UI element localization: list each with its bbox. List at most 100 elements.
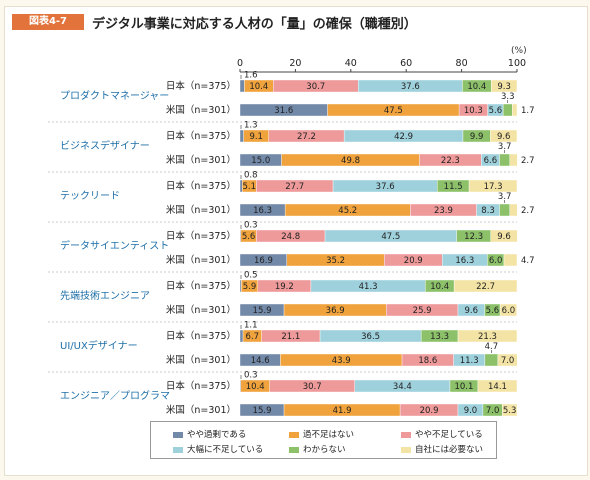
country-label: 米国（n=301） (166, 154, 236, 166)
data-label: 3.7 (498, 192, 512, 202)
bar-segment (490, 229, 518, 243)
data-label: 42.9 (394, 132, 413, 142)
data-label: 20.9 (404, 256, 423, 266)
data-label: 9.6 (465, 306, 479, 316)
data-label: 43.9 (332, 356, 351, 366)
data-label: 15.0 (251, 156, 270, 166)
country-label: 米国（n=301） (166, 204, 236, 216)
data-label: 25.9 (413, 306, 432, 316)
data-label: 27.2 (297, 132, 316, 142)
chart-title: デジタル事業に対応する人材の「量」の確保（職種別） (92, 17, 417, 32)
bar-segment (509, 203, 518, 217)
legend-swatch (401, 431, 411, 438)
data-label: 49.8 (341, 156, 360, 166)
data-label: 30.7 (306, 82, 325, 92)
data-label: 9.3 (497, 82, 511, 92)
data-label: 16.3 (253, 206, 272, 216)
data-label: 30.7 (303, 382, 322, 392)
figure-tag: 図表4-7 (12, 14, 84, 30)
data-label: 22.7 (476, 282, 495, 292)
data-label: 1.1 (244, 321, 258, 331)
x-tick-label: 20 (289, 58, 301, 69)
unit-label: (%) (511, 46, 527, 56)
bar-segment (499, 203, 510, 217)
data-label: 7.0 (486, 406, 500, 416)
data-label: 12.3 (464, 232, 483, 242)
data-label: 10.1 (454, 382, 473, 392)
bar-segment (499, 153, 510, 167)
data-label: 9.6 (497, 232, 511, 242)
data-label: 47.5 (381, 232, 400, 242)
data-label: 0.8 (244, 171, 258, 181)
data-label: 5.6 (489, 106, 503, 116)
data-label: 31.6 (274, 106, 293, 116)
bar-segment (239, 329, 244, 343)
data-label: 6.7 (246, 332, 260, 342)
country-label: 米国（n=301） (166, 104, 236, 116)
data-label: 16.9 (254, 256, 273, 266)
data-label: 15.9 (253, 406, 272, 416)
legend-swatch (401, 446, 411, 453)
data-label: 41.3 (359, 282, 378, 292)
data-label: 1.7 (521, 106, 535, 116)
category-label: UI/UXデザイナー (60, 339, 138, 352)
data-label: 9.6 (497, 132, 511, 142)
legend-item: やや過剰である (173, 428, 246, 440)
data-label: 3.3 (501, 92, 515, 102)
country-label: 米国（n=301） (166, 404, 236, 416)
data-label: 8.3 (481, 206, 495, 216)
data-label: 15.9 (253, 306, 272, 316)
legend: やや過剰である 過不足はない やや不足している 大幅に不足している わからない 自社には必… (150, 421, 497, 459)
legend-label: 過不足はない (303, 430, 355, 440)
legend-label: わからない (303, 445, 346, 455)
legend-swatch (289, 446, 299, 453)
bar-segment (502, 103, 513, 117)
bar-segment (512, 103, 518, 117)
data-label: 22.3 (441, 156, 460, 166)
data-label: 9.0 (464, 406, 478, 416)
data-label: 34.4 (393, 382, 412, 392)
bar-segment (503, 253, 518, 267)
data-label: 10.4 (430, 282, 449, 292)
bar-segment (239, 79, 245, 93)
data-label: 14.6 (251, 356, 270, 366)
data-label: 35.2 (326, 256, 345, 266)
country-label: 日本（n=375） (166, 230, 236, 242)
country-label: 日本（n=375） (166, 180, 236, 192)
bar-segment (239, 279, 242, 293)
legend-label: やや不足している (415, 430, 483, 440)
data-label: 45.2 (338, 206, 357, 216)
bar-segment (497, 353, 518, 367)
country-label: 米国（n=301） (166, 354, 236, 366)
data-label: 3.7 (498, 142, 512, 152)
data-label: 1.6 (244, 71, 258, 81)
data-label: 47.5 (384, 106, 403, 116)
data-label: 4.7 (485, 342, 499, 352)
country-label: 日本（n=375） (166, 330, 236, 342)
x-tick-label: 80 (456, 58, 468, 69)
data-label: 6.0 (502, 306, 516, 316)
data-label: 36.5 (361, 332, 380, 342)
legend-swatch (173, 446, 183, 453)
data-label: 9.9 (470, 132, 484, 142)
country-label: 日本（n=375） (166, 130, 236, 142)
data-label: 11.3 (460, 356, 479, 366)
data-label: 18.6 (418, 356, 437, 366)
data-label: 1.3 (244, 121, 258, 131)
country-label: 日本（n=375） (166, 80, 236, 92)
x-tick-label: 60 (400, 58, 412, 69)
data-label: 37.6 (401, 82, 420, 92)
country-label: 日本（n=375） (166, 280, 236, 292)
data-label: 41.9 (333, 406, 352, 416)
data-label: 2.7 (521, 156, 535, 166)
x-tick-label: 100 (508, 58, 526, 69)
data-label: 4.7 (521, 256, 535, 266)
legend-item: 大幅に不足している (173, 443, 263, 455)
data-label: 20.9 (420, 406, 439, 416)
bar-segment (239, 129, 244, 143)
data-label: 13.3 (430, 332, 449, 342)
data-label: 36.9 (326, 306, 345, 316)
x-tick-label: 40 (345, 58, 357, 69)
data-label: 5.1 (243, 182, 257, 192)
category-label: データサイエンティスト (60, 239, 169, 252)
